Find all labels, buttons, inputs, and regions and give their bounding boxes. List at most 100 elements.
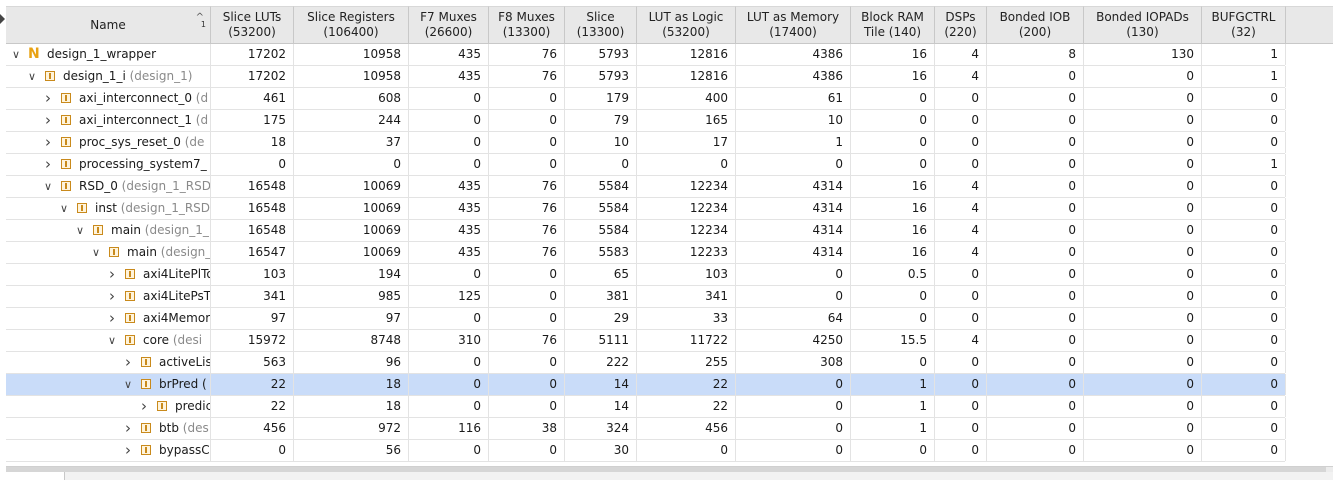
column-header-bufgctrl[interactable]: BUFGCTRL (32) (1202, 6, 1286, 44)
value-cell: 0 (851, 88, 935, 109)
column-header-dsps[interactable]: DSPs (220) (935, 6, 987, 44)
value-cell: 0 (935, 374, 987, 395)
value-cell: 435 (409, 66, 489, 87)
column-header-lut-as-logic[interactable]: LUT as Logic (53200) (637, 6, 736, 44)
column-header-bonded-iopads[interactable]: Bonded IOPADs (130) (1084, 6, 1202, 44)
collapse-chevron-icon[interactable]: ∨ (11, 48, 21, 61)
expand-chevron-icon[interactable]: › (125, 441, 131, 459)
table-row[interactable]: › axi4LitePlTo 103 194 0 0 65 103 0 0.5 0 0 0 0 (6, 264, 1286, 286)
column-header-slice-registers[interactable]: Slice Registers (106400) (294, 6, 409, 44)
value-cell: 175 (211, 110, 294, 131)
instance-label: processing_system7_ (79, 157, 207, 171)
table-row[interactable]: › predic 22 18 0 0 14 22 0 1 0 0 0 0 (6, 396, 1286, 418)
expand-chevron-icon[interactable]: › (109, 265, 115, 283)
value-cell: 0 (1202, 176, 1286, 197)
expand-chevron-icon[interactable]: › (125, 353, 131, 371)
value-cell: 0 (736, 286, 851, 307)
expand-chevron-icon[interactable]: › (45, 111, 51, 129)
value-cell: 0 (489, 374, 565, 395)
value-cell: 0 (409, 264, 489, 285)
instance-name: predic (175, 396, 210, 417)
column-header-block-ram[interactable]: Block RAM Tile (140) (851, 6, 935, 44)
instance-label: RSD_0 (79, 179, 122, 193)
value-cell: 0 (489, 308, 565, 329)
expand-chevron-icon[interactable]: › (45, 133, 51, 151)
value-cell: 76 (489, 242, 565, 263)
instance-name: design_1_i (design_1) (63, 66, 192, 87)
value-cell: 0 (851, 110, 935, 131)
instance-module-suffix: (design_1) (129, 69, 193, 83)
value-cell: 0 (1084, 66, 1202, 87)
collapse-chevron-icon[interactable]: ∨ (43, 180, 53, 193)
value-cell: 308 (736, 352, 851, 373)
table-row[interactable]: › proc_sys_reset_0 (de 18 37 0 0 10 17 1 0 0 0 0 0 (6, 132, 1286, 154)
table-row[interactable]: › axi4LitePsT 341 985 125 0 381 341 0 0 0 0 0 0 (6, 286, 1286, 308)
table-row[interactable]: ∨ inst (design_1_RSD 16548 10069 435 76 5584 12… (6, 198, 1286, 220)
name-cell: ∨ design_1_i (design_1) (6, 66, 211, 87)
value-cell: 4 (935, 220, 987, 241)
table-row[interactable]: ∨ brPred (22 18 0 0 14 22 0 1 0 0 0 0 (6, 374, 1286, 396)
header-line2: (53200) (662, 25, 710, 39)
value-cell: 5584 (565, 198, 637, 219)
collapse-chevron-icon[interactable]: ∨ (27, 70, 37, 83)
instance-label: main (111, 223, 145, 237)
table-row[interactable]: › btb (des 456 972 116 38 324 456 0 1 0 0 0 0 (6, 418, 1286, 440)
collapse-chevron-icon[interactable]: ∨ (91, 246, 101, 259)
collapse-chevron-icon[interactable]: ∨ (75, 224, 85, 237)
column-header-f8-muxes[interactable]: F8 Muxes (13300) (489, 6, 565, 44)
value-cell: 56 (294, 440, 409, 461)
table-row[interactable]: ∨ main (design_1_ 16548 10069 435 76 5584 12234… (6, 220, 1286, 242)
table-row[interactable]: › axi_interconnect_1 (d 175 244 0 0 79 165 10 0 0 0… (6, 110, 1286, 132)
table-row[interactable]: ∨ design_1_i (design_1) 17202 10958 435 76 579… (6, 66, 1286, 88)
module-icon (125, 335, 135, 345)
value-cell: 14 (565, 396, 637, 417)
table-row[interactable]: ∨ RSD_0 (design_1_RSD 16548 10069 435 76 5584 1… (6, 176, 1286, 198)
instance-name: inst (design_1_RSD (95, 198, 210, 219)
value-cell: 22 (211, 374, 294, 395)
column-header-name[interactable]: Name ^ 1 (6, 6, 211, 44)
table-row[interactable]: › processing_system7_ 0 0 0 0 0 0 0 0 0 0 0 1 (6, 154, 1286, 176)
table-row[interactable]: ∨ core (desi 15972 8748 310 76 5111 11722 4250 15… (6, 330, 1286, 352)
bottom-tab[interactable] (0, 472, 65, 480)
value-cell: 0 (935, 352, 987, 373)
value-cell: 12234 (637, 220, 736, 241)
value-cell: 29 (565, 308, 637, 329)
column-header-f7-muxes[interactable]: F7 Muxes (26600) (409, 6, 489, 44)
value-cell: 0 (489, 352, 565, 373)
name-cell: ∨ main (design_1_ (6, 220, 211, 241)
column-header-slice-luts[interactable]: Slice LUTs (53200) (211, 6, 294, 44)
collapse-chevron-icon[interactable]: ∨ (59, 202, 69, 215)
horizontal-scrollbar[interactable] (6, 466, 1333, 473)
value-cell: 0.5 (851, 264, 935, 285)
expand-chevron-icon[interactable]: › (109, 287, 115, 305)
expand-chevron-icon[interactable]: › (109, 309, 115, 327)
table-row[interactable]: ∨ main (design_ 16547 10069 435 76 5583 12233 43… (6, 242, 1286, 264)
header-line2: (13300) (502, 25, 551, 39)
collapse-chevron-icon[interactable]: ∨ (123, 378, 133, 391)
expand-chevron-icon[interactable]: › (45, 89, 51, 107)
column-header-bonded-iob[interactable]: Bonded IOB (200) (987, 6, 1084, 44)
expand-chevron-icon[interactable]: › (141, 397, 147, 415)
value-cell: 0 (987, 264, 1084, 285)
table-row[interactable]: › axi_interconnect_0 (d 461 608 0 0 179 400 61 0 0… (6, 88, 1286, 110)
collapse-chevron-icon[interactable]: ∨ (107, 334, 117, 347)
value-cell: 1 (851, 396, 935, 417)
value-cell: 0 (1202, 440, 1286, 461)
name-cell: › axi_interconnect_1 (d (6, 110, 211, 131)
value-cell: 0 (987, 198, 1084, 219)
instance-name: processing_system7_ (79, 154, 207, 175)
scrollbar-thumb[interactable] (6, 467, 1326, 472)
table-row[interactable]: › activeLis 563 96 0 0 222 255 308 0 0 0 0 0 (6, 352, 1286, 374)
column-header-lut-as-memory[interactable]: LUT as Memory (17400) (736, 6, 851, 44)
value-cell: 0 (1202, 286, 1286, 307)
expand-chevron-icon[interactable]: › (45, 155, 51, 173)
table-row[interactable]: › bypassC 0 56 0 0 30 0 0 0 0 0 0 0 (6, 440, 1286, 462)
table-row[interactable]: › axi4Memor 97 97 0 0 29 33 64 0 0 0 0 0 (6, 308, 1286, 330)
value-cell: 0 (935, 418, 987, 439)
column-header-slice[interactable]: Slice (13300) (565, 6, 637, 44)
module-icon (141, 423, 151, 433)
expand-chevron-icon[interactable]: › (125, 419, 131, 437)
